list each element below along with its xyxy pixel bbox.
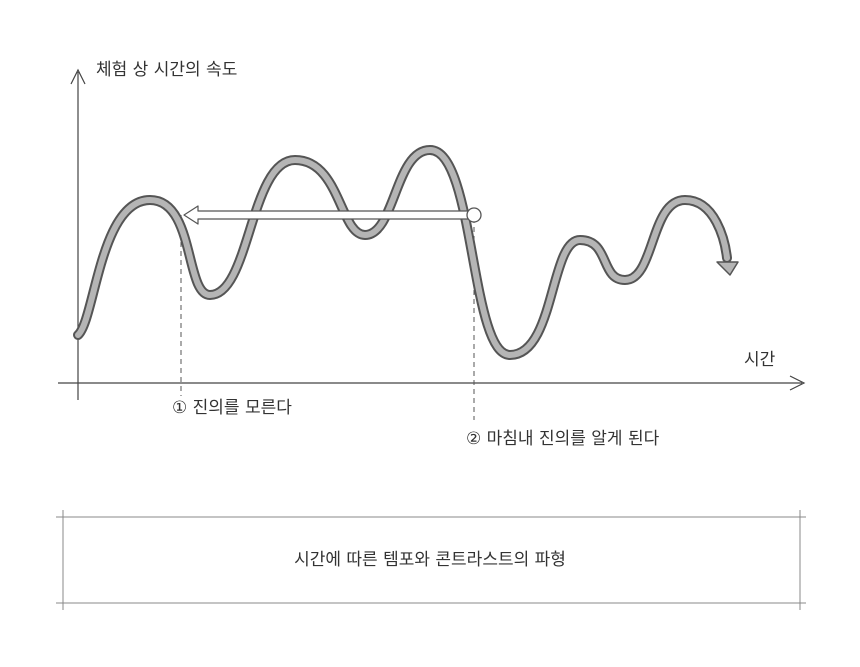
y-axis-label: 체험 상 시간의 속도 <box>96 60 237 80</box>
caption: 시간에 따른 템포와 콘트라스트의 파형 <box>294 550 566 570</box>
x-axis-arrow <box>789 375 806 391</box>
annotation: ① 진의를 모른다 <box>172 398 292 418</box>
wave <box>73 144 739 361</box>
return-arrow <box>183 205 482 225</box>
x-axis-label: 시간 <box>744 350 776 370</box>
caption-frame <box>56 510 806 610</box>
y-axis-arrow <box>70 68 86 85</box>
annotation: ② 마침내 진의를 알게 된다 <box>466 429 660 449</box>
